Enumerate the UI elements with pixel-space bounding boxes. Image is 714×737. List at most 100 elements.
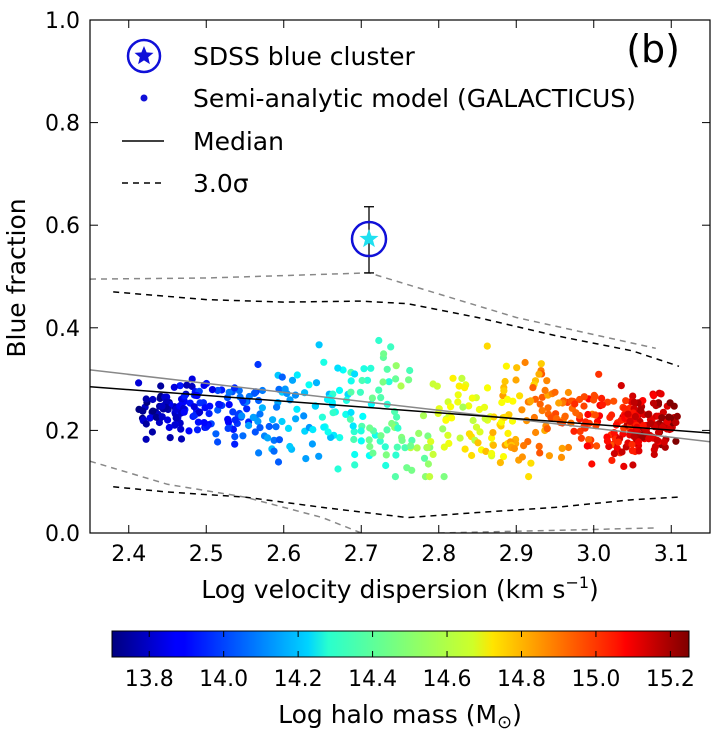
data-point [408,436,416,444]
data-point [617,382,625,390]
data-point [183,381,191,389]
data-point [480,403,489,411]
data-point [149,395,157,404]
data-point [312,379,321,387]
data-point [489,429,497,437]
data-point [292,415,300,423]
data-point [593,442,601,450]
data-point [442,416,450,424]
data-point [498,398,506,407]
data-point [644,411,652,419]
data-point [302,455,310,463]
data-point [551,388,559,396]
data-point [284,424,293,432]
sdss-circle [350,220,388,258]
data-point [224,424,232,432]
data-point [293,405,301,413]
data-point [357,437,365,445]
data-point [377,432,385,440]
data-point [561,413,569,421]
data-point [255,396,263,405]
data-point [538,393,546,401]
data-point [628,440,636,449]
data-point [315,452,323,460]
data-point [535,370,543,378]
data-point [335,386,344,394]
data-point [557,453,566,461]
legend-label-sigma: 3.0σ [193,169,249,198]
data-point [265,422,273,431]
data-point [393,443,401,451]
data-point [408,466,416,474]
data-point [630,433,638,441]
data-point [672,418,680,427]
data-point [349,422,357,430]
data-point [351,461,359,469]
x-tick-label: 2.5 [189,542,224,567]
colorbar-gradient [111,630,690,658]
data-point [293,371,301,379]
data-point [610,397,618,405]
y-tick-label: 0.8 [45,112,80,137]
data-point [620,404,629,413]
sdss-star-icon [359,229,379,248]
data-point [291,391,300,399]
colorbar-tick-label: 13.8 [125,667,174,692]
data-point [334,364,342,372]
data-point [543,377,551,385]
data-point [264,434,272,442]
data-point [170,383,178,391]
y-tick-label: 1.0 [45,9,80,34]
data-point [229,408,237,416]
data-point [254,360,262,369]
data-point [392,375,400,383]
data-point [225,401,233,409]
data-point [483,342,491,350]
data-point [269,416,277,424]
data-point [469,416,477,425]
data-point [637,407,645,415]
data-point [158,402,166,410]
data-point [336,434,344,442]
data-point [351,370,359,378]
data-point [572,409,580,417]
data-point [193,426,202,434]
data-point [377,394,385,402]
gray-lower-line [90,460,362,533]
data-point [459,403,467,411]
data-point [251,428,259,436]
data-point [426,473,434,481]
data-point [146,414,154,422]
data-point [427,438,435,446]
data-point [543,425,551,433]
data-point [407,442,415,450]
colorbar-tick-label: 14.4 [348,667,397,692]
data-point [570,427,578,435]
data-point [646,419,655,428]
data-point [375,386,383,394]
data-point [381,443,389,451]
data-point [538,407,546,415]
data-point [489,441,497,449]
x-axis-ticks: 2.4 2.5 2.6 2.7 2.8 2.9 3.0 3.1 [111,20,689,567]
data-point [665,413,673,421]
data-point [385,378,393,386]
data-point [439,425,447,433]
data-point [273,403,281,411]
data-point [420,454,429,462]
data-point [275,436,283,444]
data-point [513,364,521,372]
data-point [468,451,476,460]
data-point [419,412,428,420]
data-point [595,370,603,378]
data-point [468,394,476,402]
data-point [440,443,448,451]
data-point [243,405,251,413]
data-point [440,473,448,481]
data-point [327,433,335,441]
data-point [315,341,323,349]
data-point [142,435,150,443]
data-point [238,412,246,420]
data-point [255,449,263,457]
sigma-upper-line [113,291,680,368]
